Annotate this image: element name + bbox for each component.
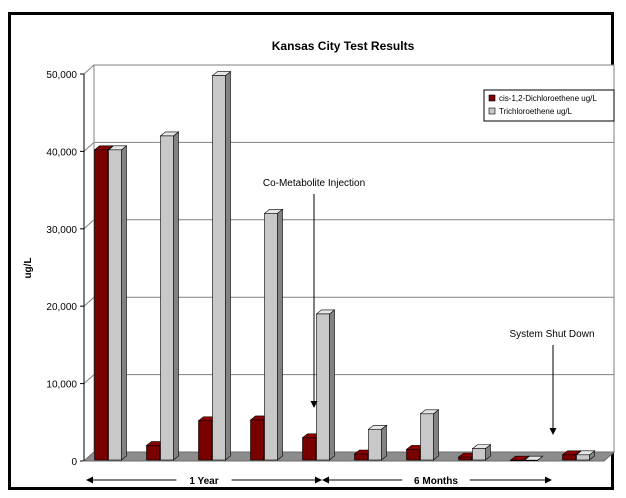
bar-front (562, 454, 576, 461)
bar-series-2 (523, 455, 544, 462)
y-tick-label: 40,000 (46, 147, 77, 158)
bar-front (198, 420, 212, 461)
bar-front (302, 437, 316, 461)
bar-series-2 (107, 145, 128, 461)
bar-series-2 (315, 309, 336, 461)
gridline-depth (83, 64, 95, 75)
period-label: 1 Year (189, 476, 218, 487)
legend: cis-1,2-Dichloroethene ug/L Trichloroethe… (483, 89, 615, 122)
legend-box (483, 89, 615, 122)
period-label: 6 Months (414, 476, 458, 487)
bar-series-2 (471, 443, 492, 461)
bar-front (108, 149, 122, 461)
period-arrowhead-right (315, 476, 322, 484)
bar-front (524, 459, 538, 462)
annotation-arrowhead (549, 428, 557, 435)
y-tick-label: 20,000 (46, 302, 77, 313)
bar-series-2 (419, 409, 440, 461)
legend-label: Trichloroethene ug/L (499, 107, 573, 116)
bar-series-2 (263, 208, 284, 461)
legend-swatch (488, 94, 496, 102)
annotation-label: Co-Metabolite Injection (263, 178, 365, 189)
gridline-depth (83, 296, 95, 307)
y-tick-label: 50,000 (46, 70, 77, 81)
period-arrowhead-left (322, 476, 329, 484)
bar-front (458, 456, 472, 461)
bar-series-1 (509, 455, 530, 462)
period-arrowhead-left (86, 476, 93, 484)
bar-series-2 (211, 70, 232, 461)
bar-series-2 (367, 424, 388, 461)
bar-series-2 (159, 131, 180, 461)
bar-side (433, 409, 439, 461)
bars (93, 70, 596, 462)
bar-side (381, 424, 387, 461)
legend-label: cis-1,2-Dichloroethene ug/L (499, 94, 597, 103)
bar-front (160, 135, 174, 461)
annotation-label: System Shut Down (509, 329, 594, 340)
y-axis-label: ug/L (23, 257, 34, 278)
bar-side (225, 70, 231, 461)
bar-series-2 (575, 450, 596, 461)
bar-side (329, 309, 335, 461)
y-tick-label: 0 (71, 457, 77, 468)
bar-side (121, 145, 127, 461)
gridline-depth (83, 142, 95, 152)
bar-front (420, 413, 434, 461)
annotations: Co-Metabolite Injection System Shut Down (263, 178, 595, 435)
period-arrowhead-right (545, 476, 552, 484)
bar-front (510, 459, 524, 462)
bar-series-1 (561, 450, 582, 461)
bar-front (94, 149, 108, 461)
bar-front (264, 213, 278, 461)
legend-swatch (488, 107, 496, 115)
bar-side (173, 131, 179, 461)
bar-front (316, 313, 330, 461)
chart-title: Kansas City Test Results (272, 39, 415, 53)
annotation-arrowhead (310, 401, 318, 408)
gridline-depth (83, 219, 95, 230)
bar-front (250, 419, 264, 461)
bar-front (212, 75, 226, 461)
bar-front (576, 454, 590, 461)
bar-front (472, 448, 486, 461)
y-tick-label: 30,000 (46, 225, 77, 236)
bar-front (368, 428, 382, 461)
period-markers: 1 Year 6 Months (86, 476, 552, 487)
bar-side (277, 208, 283, 461)
bar-front (146, 445, 160, 461)
bar-front (354, 453, 368, 461)
gridline-depth (83, 374, 95, 384)
y-tick-label: 10,000 (46, 380, 77, 391)
bar-front (406, 449, 420, 461)
